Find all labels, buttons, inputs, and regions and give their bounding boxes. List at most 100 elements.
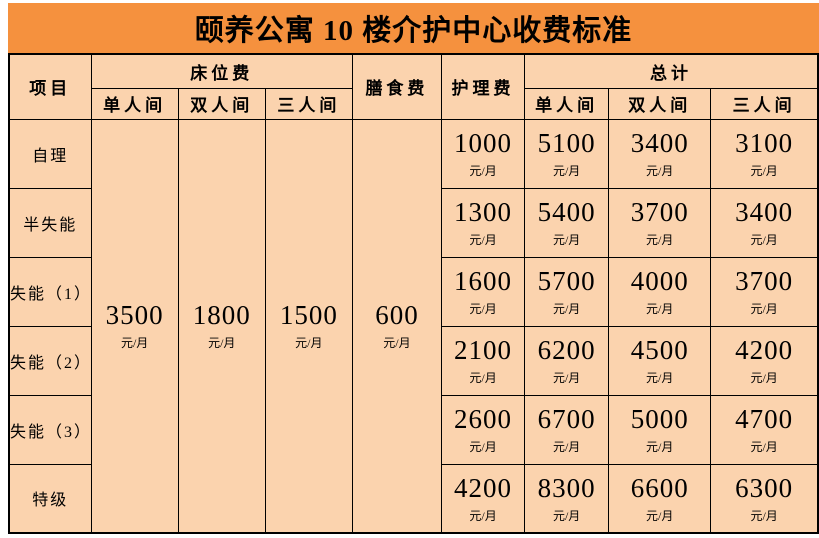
- total-single-value: 5400: [537, 196, 596, 227]
- care-fee-cell: 1600 元/月: [440, 256, 526, 327]
- unit-label: 元/月: [646, 164, 674, 179]
- table-row: 失能（2） 2100 元/月 6200 元/月 4500 元/月 4200 元/…: [8, 325, 819, 396]
- unit-label: 元/月: [552, 164, 581, 179]
- bed-fee-single-cell: 3500 元/月: [90, 118, 179, 534]
- unit-label: 元/月: [646, 440, 674, 455]
- page-title: 颐养公寓 10 楼介护中心收费标准: [8, 3, 819, 53]
- unit-label: 元/月: [646, 371, 674, 386]
- total-triple-cell: 3100 元/月: [710, 118, 819, 189]
- total-single-value: 6700: [537, 403, 596, 434]
- total-single-cell: 5400 元/月: [524, 187, 610, 258]
- unit-label: 元/月: [646, 302, 674, 317]
- total-triple-value: 6300: [735, 472, 794, 503]
- table-row: 自理 3500 元/月 1800 元/月 1500 元/月 600 元/月: [8, 118, 819, 534]
- unit-label: 元/月: [208, 336, 236, 351]
- total-single-value: 5100: [537, 127, 596, 158]
- total-triple-value: 4700: [735, 403, 794, 434]
- table-row: 失能（1） 1600 元/月 5700 元/月 4000 元/月 3700 元/…: [8, 256, 819, 327]
- care-fee-value: 2600: [454, 403, 513, 434]
- unit-label: 元/月: [469, 371, 497, 386]
- col-header-bed-double: 双人间: [177, 87, 266, 120]
- unit-label: 元/月: [120, 336, 149, 351]
- bed-fee-double-value: 1800: [192, 300, 251, 331]
- row-label: 半失能: [8, 187, 92, 258]
- total-single-cell: 5100 元/月: [524, 118, 610, 189]
- total-double-cell: 3400 元/月: [608, 118, 712, 189]
- total-double-value: 3700: [630, 196, 689, 227]
- col-header-total-triple: 三人间: [710, 87, 819, 120]
- total-double-value: 4500: [630, 334, 689, 365]
- meal-fee-cell: 600 元/月: [351, 118, 442, 534]
- table-row: 失能（3） 2600 元/月 6700 元/月 5000 元/月 4700 元/…: [8, 394, 819, 465]
- total-double-value: 5000: [630, 403, 689, 434]
- unit-label: 元/月: [469, 302, 497, 317]
- table-row: 半失能 1300 元/月 5400 元/月 3700 元/月 3400 元/月: [8, 187, 819, 258]
- unit-label: 元/月: [469, 164, 497, 179]
- total-triple-value: 3100: [735, 127, 794, 158]
- total-triple-cell: 4200 元/月: [710, 325, 819, 396]
- care-fee-value: 1000: [454, 127, 513, 158]
- col-header-bed-single: 单人间: [90, 87, 179, 120]
- unit-label: 元/月: [552, 302, 581, 317]
- unit-label: 元/月: [750, 440, 778, 455]
- col-header-care-fee: 护理费: [440, 53, 526, 120]
- meal-fee-value: 600: [375, 300, 419, 331]
- unit-label: 元/月: [646, 233, 674, 248]
- total-triple-value: 3400: [735, 196, 794, 227]
- col-header-bed-triple: 三人间: [264, 87, 353, 120]
- row-label: 失能（2）: [8, 325, 92, 396]
- total-triple-cell: 3700 元/月: [710, 256, 819, 327]
- fee-table: 项目 床位费 膳食费 护理费 总计 单人间 双人间 三人间 单人间 双人间 三人…: [8, 53, 819, 534]
- total-triple-cell: 3400 元/月: [710, 187, 819, 258]
- total-single-cell: 8300 元/月: [524, 463, 610, 534]
- row-label: 失能（3）: [8, 394, 92, 465]
- unit-label: 元/月: [552, 508, 581, 523]
- unit-label: 元/月: [646, 508, 674, 523]
- unit-label: 元/月: [469, 440, 497, 455]
- row-label: 自理: [8, 118, 92, 189]
- care-fee-cell: 1300 元/月: [440, 187, 526, 258]
- bed-fee-single-value: 3500: [105, 300, 164, 331]
- total-double-value: 4000: [630, 265, 689, 296]
- col-header-bed-fee: 床位费: [90, 53, 353, 89]
- total-double-cell: 4000 元/月: [608, 256, 712, 327]
- col-header-total: 总计: [524, 53, 819, 89]
- total-triple-cell: 4700 元/月: [710, 394, 819, 465]
- unit-label: 元/月: [295, 336, 323, 351]
- total-double-cell: 4500 元/月: [608, 325, 712, 396]
- total-double-cell: 6600 元/月: [608, 463, 712, 534]
- care-fee-value: 1300: [454, 196, 513, 227]
- total-single-value: 6200: [537, 334, 596, 365]
- total-double-value: 3400: [630, 127, 689, 158]
- bed-fee-triple-cell: 1500 元/月: [264, 118, 353, 534]
- total-single-cell: 5700 元/月: [524, 256, 610, 327]
- total-single-cell: 6200 元/月: [524, 325, 610, 396]
- care-fee-value: 2100: [454, 334, 513, 365]
- total-single-value: 5700: [537, 265, 596, 296]
- bed-fee-triple-value: 1500: [279, 300, 338, 331]
- unit-label: 元/月: [552, 371, 581, 386]
- total-triple-cell: 6300 元/月: [710, 463, 819, 534]
- care-fee-cell: 2100 元/月: [440, 325, 526, 396]
- unit-label: 元/月: [750, 508, 778, 523]
- total-single-cell: 6700 元/月: [524, 394, 610, 465]
- care-fee-value: 4200: [454, 472, 513, 503]
- care-fee-cell: 1000 元/月: [440, 118, 526, 189]
- unit-label: 元/月: [750, 164, 778, 179]
- unit-label: 元/月: [383, 336, 411, 351]
- unit-label: 元/月: [469, 508, 497, 523]
- unit-label: 元/月: [552, 440, 581, 455]
- unit-label: 元/月: [750, 233, 778, 248]
- unit-label: 元/月: [750, 371, 778, 386]
- unit-label: 元/月: [469, 233, 497, 248]
- row-label: 特级: [8, 463, 92, 534]
- bed-fee-double-cell: 1800 元/月: [177, 118, 266, 534]
- col-header-total-double: 双人间: [608, 87, 712, 120]
- fee-schedule-page: 颐养公寓 10 楼介护中心收费标准 项目 床位费 膳食费 护理费 总计 单人间 …: [0, 3, 819, 538]
- row-label: 失能（1）: [8, 256, 92, 327]
- total-double-cell: 3700 元/月: [608, 187, 712, 258]
- unit-label: 元/月: [750, 302, 778, 317]
- total-double-value: 6600: [630, 472, 689, 503]
- total-single-value: 8300: [537, 472, 596, 503]
- care-fee-cell: 2600 元/月: [440, 394, 526, 465]
